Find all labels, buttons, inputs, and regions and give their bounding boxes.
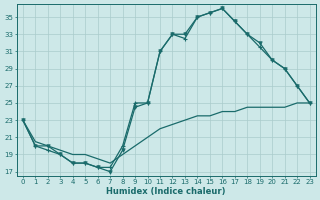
X-axis label: Humidex (Indice chaleur): Humidex (Indice chaleur) [107,187,226,196]
